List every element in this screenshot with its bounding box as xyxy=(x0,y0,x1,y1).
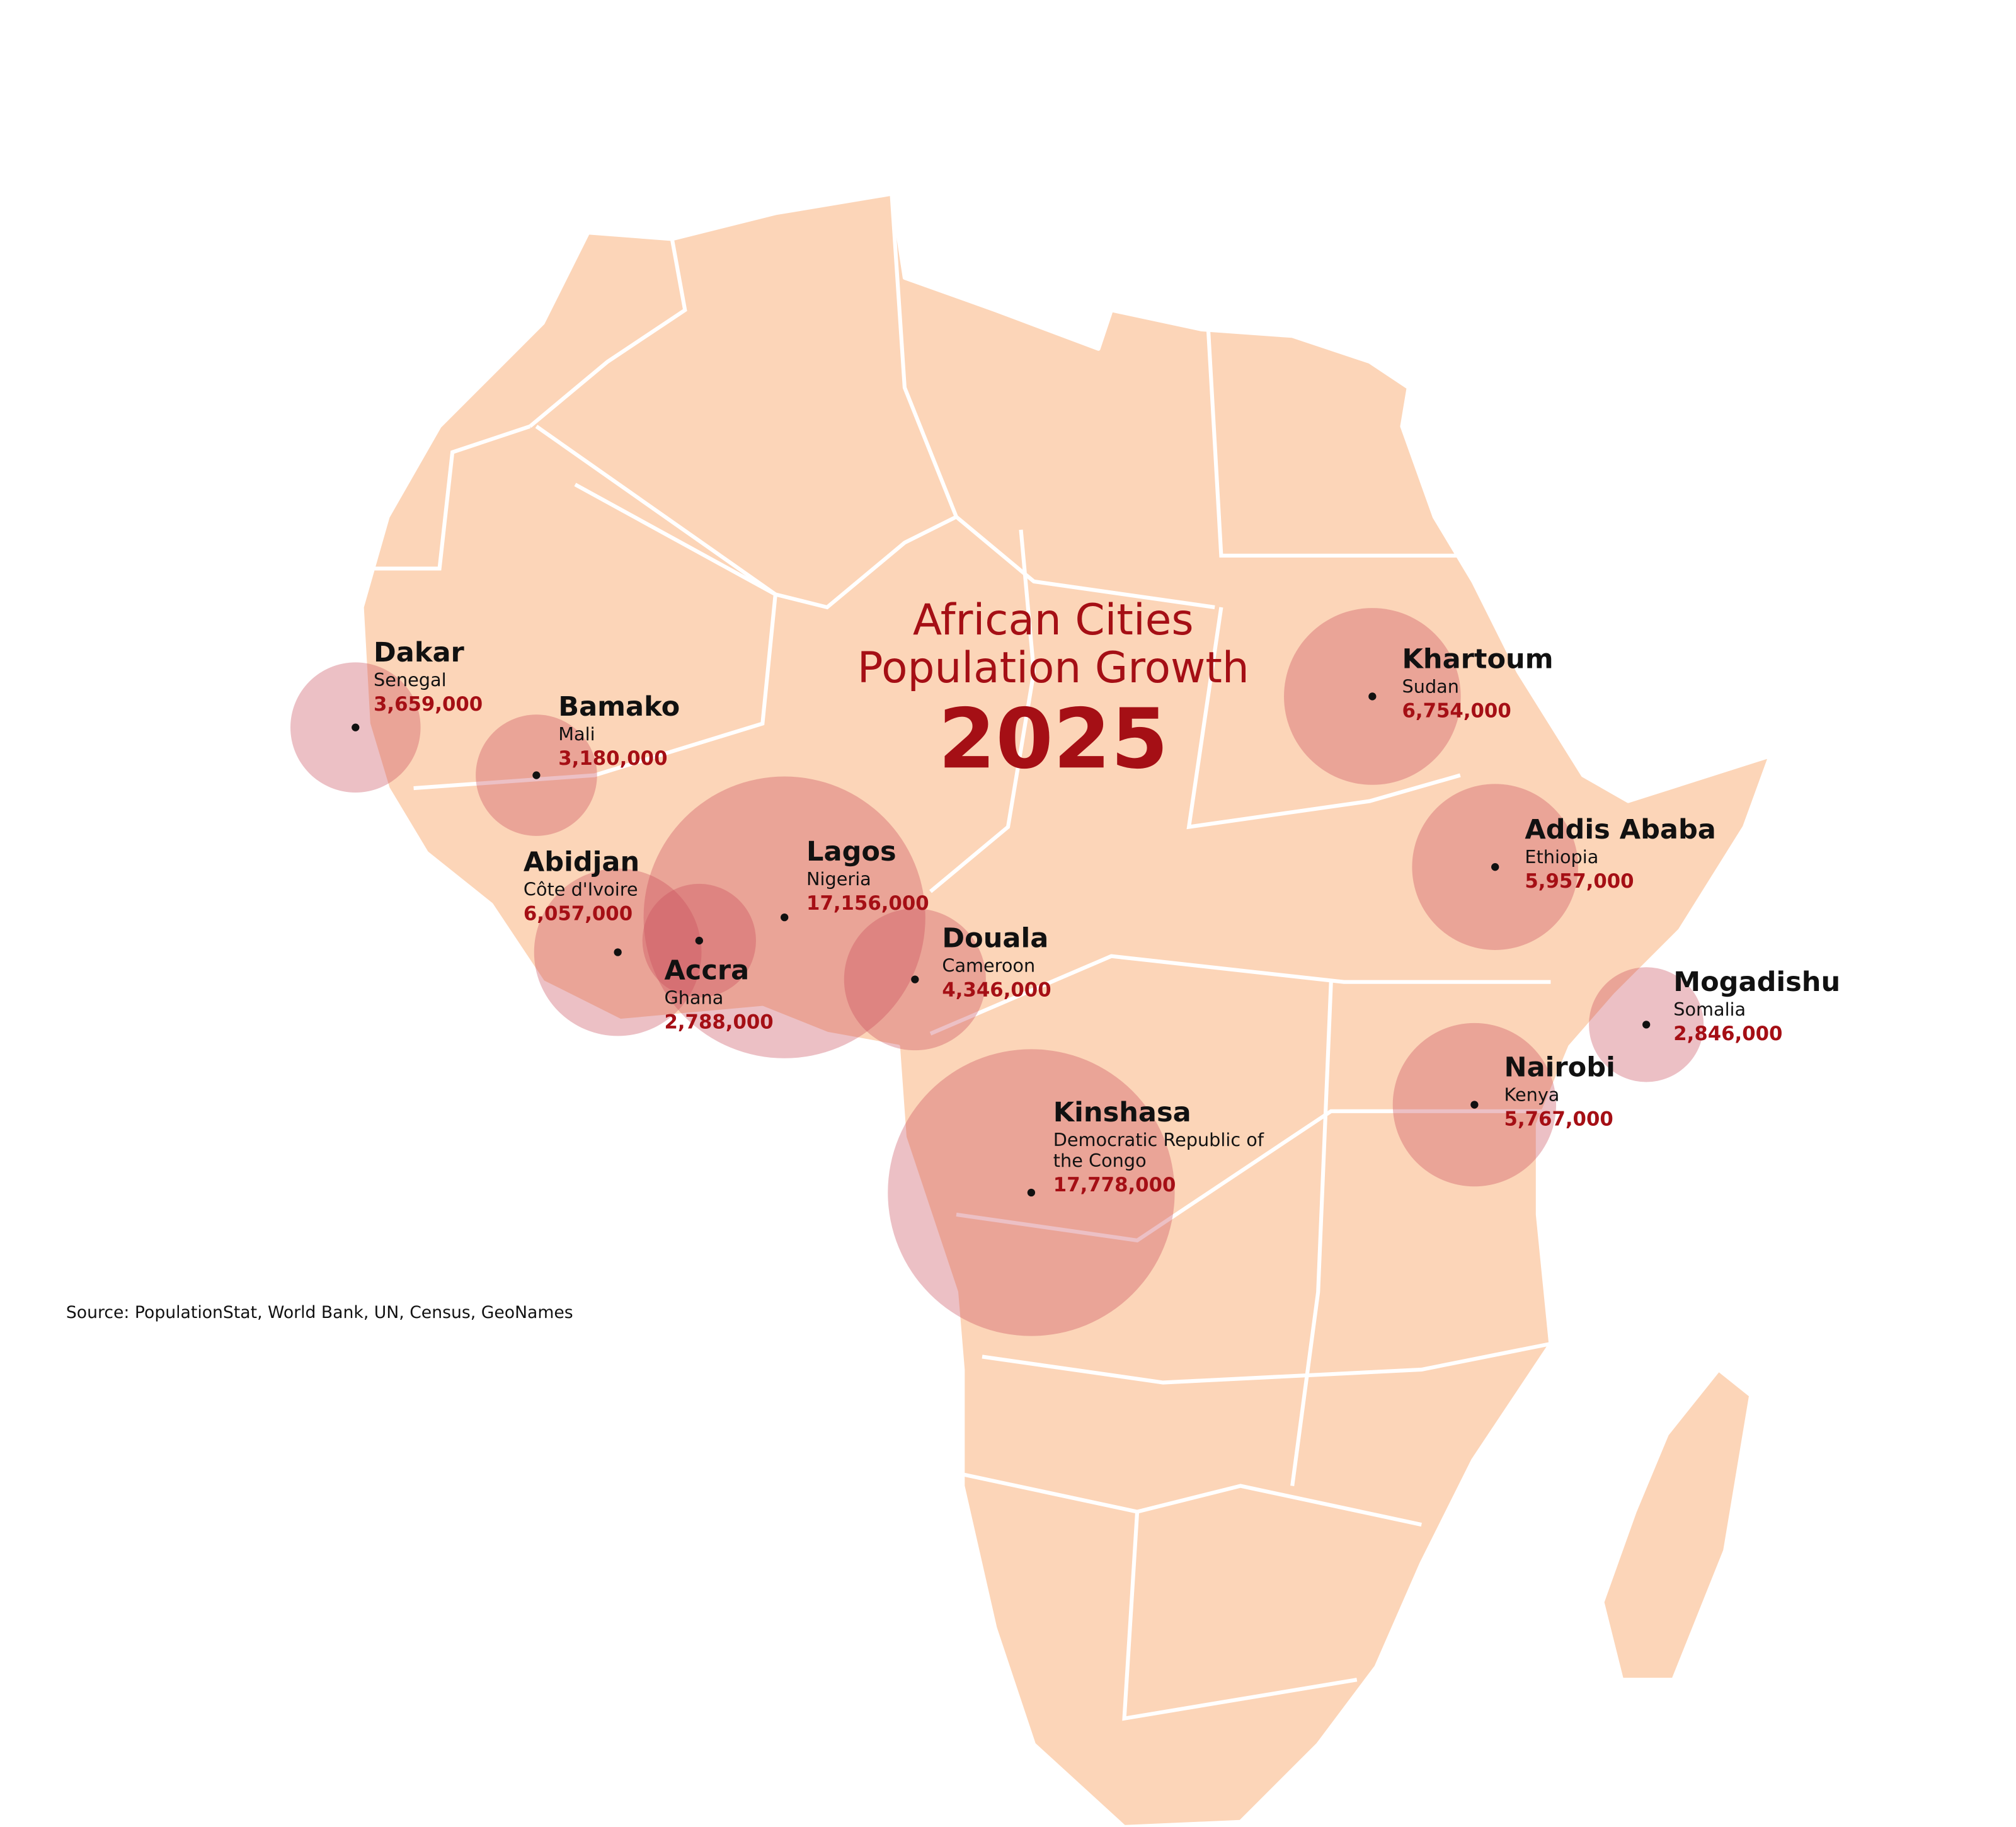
border xyxy=(413,483,778,791)
chart-subtitle: 2025 xyxy=(938,692,1169,788)
label-box: Khartoum Sudan 6,754,000 xyxy=(1402,643,1661,723)
city-dot xyxy=(1491,863,1499,871)
city-dot xyxy=(695,936,703,945)
border xyxy=(956,1109,1551,1243)
city-name: Addis Ababa xyxy=(1525,814,1716,845)
country-name: Nigeria xyxy=(806,869,871,891)
city-dot xyxy=(1368,692,1377,701)
country-name: Senegal xyxy=(373,670,447,692)
label-box: Nairobi Kenya 5,767,000 xyxy=(1504,1051,1763,1131)
city-dot xyxy=(781,914,789,922)
city-name: Mogadishu xyxy=(1673,966,1841,998)
city-name: Nairobi xyxy=(1504,1051,1615,1083)
label-box: Bamako Mali 3,180,000 xyxy=(558,691,816,770)
city-name: Douala xyxy=(942,922,1049,954)
border xyxy=(1206,329,1460,558)
label-box: Douala Cameroon 4,346,000 xyxy=(942,922,1200,1002)
city-name: Lagos xyxy=(806,835,896,868)
population-label: 5,957,000 xyxy=(1525,869,1634,893)
country-name: Somalia xyxy=(1673,1000,1746,1021)
country-name: Sudan xyxy=(1402,677,1459,698)
border xyxy=(1122,1511,1358,1721)
city-dot xyxy=(1470,1101,1479,1109)
border xyxy=(929,529,1036,893)
label-box: Dakar Senegal 3,659,000 xyxy=(374,637,632,716)
city-name: Dakar xyxy=(373,637,464,668)
country-name: Côte d'Ivoire xyxy=(523,879,638,901)
border xyxy=(929,954,1551,1036)
population-label: 6,754,000 xyxy=(1402,699,1511,723)
country-name: Mali xyxy=(558,724,595,746)
border xyxy=(890,193,958,518)
continent xyxy=(360,192,1773,1827)
country-name: Kenya xyxy=(1504,1085,1560,1106)
label-box: Abidjan Côte d'Ivoire 6,057,000 xyxy=(524,846,704,925)
city-name: Kinshasa xyxy=(1053,1097,1191,1128)
source: Source: PopulationStat, World Bank, UN, … xyxy=(66,1303,573,1322)
dots xyxy=(352,692,1651,1197)
label-box: Accra Ghana 2,788,000 xyxy=(664,955,858,1034)
city-dot xyxy=(1642,1021,1651,1029)
label-box: Lagos Nigeria 17,156,000 xyxy=(806,836,1065,915)
border xyxy=(362,424,531,571)
population-label: 5,767,000 xyxy=(1504,1108,1613,1131)
label-box: Kinshasa Democratic Republic of the Congo… xyxy=(1053,1097,1266,1197)
population-label: 6,057,000 xyxy=(523,902,633,925)
border xyxy=(529,238,687,428)
label-box: Addis Ababa Ethiopia 5,957,000 xyxy=(1525,814,1783,893)
city-dot xyxy=(911,975,919,983)
population-label: 17,156,000 xyxy=(806,891,929,915)
population-label: 2,846,000 xyxy=(1673,1022,1783,1046)
city-dot xyxy=(352,723,360,731)
city-dot xyxy=(1027,1188,1036,1197)
borders xyxy=(362,193,1551,1721)
madagascar xyxy=(1600,1367,1753,1682)
country-name: Democratic Republic of the Congo xyxy=(1053,1130,1264,1172)
city-dot xyxy=(532,771,541,779)
country-name: Ghana xyxy=(664,988,724,1010)
population-label: 4,346,000 xyxy=(942,978,1051,1002)
population-label: 3,180,000 xyxy=(558,747,668,770)
population-label: 17,778,000 xyxy=(1053,1173,1176,1197)
country-name: Ethiopia xyxy=(1525,847,1599,869)
population-label: 3,659,000 xyxy=(373,692,483,716)
country-name: Cameroon xyxy=(942,956,1036,977)
border xyxy=(982,1341,1551,1385)
city-name: Khartoum xyxy=(1402,643,1554,675)
chart-title: African Cities Population Growth xyxy=(857,597,1249,693)
city-name: Bamako xyxy=(558,691,680,723)
city-name: Abidjan xyxy=(523,846,640,878)
label-box: Mogadishu Somalia 2,846,000 xyxy=(1673,966,1932,1046)
border xyxy=(1186,607,1461,830)
population-label: 2,788,000 xyxy=(664,1011,774,1034)
city-dot xyxy=(614,948,622,956)
border xyxy=(1290,982,1333,1486)
city-name: Accra xyxy=(664,954,750,986)
border xyxy=(956,1471,1422,1527)
title-box: African Cities Population Growth 2025 xyxy=(857,597,1249,788)
africa-outline xyxy=(360,192,1773,1827)
